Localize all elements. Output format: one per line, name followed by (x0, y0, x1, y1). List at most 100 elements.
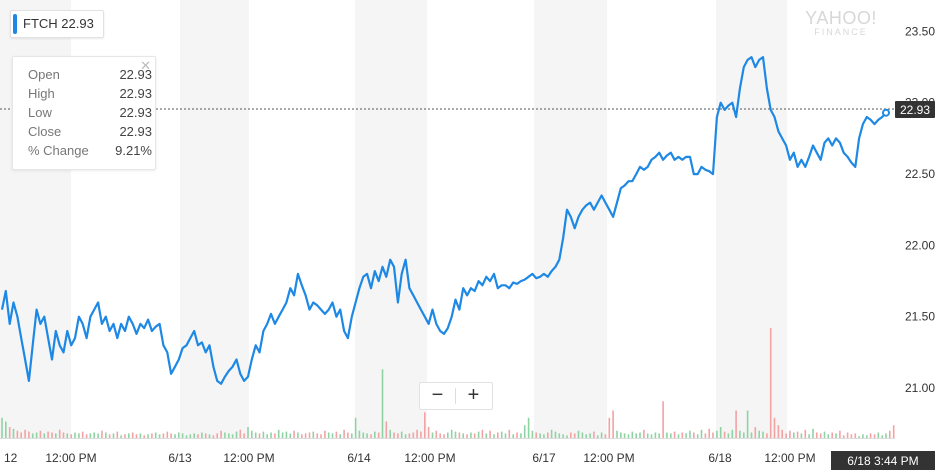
volume-bar (193, 433, 195, 438)
y-tick-label: 23.50 (905, 24, 935, 38)
y-tick-label: 21.00 (905, 381, 935, 395)
volume-bar (58, 429, 61, 439)
volume-bar (247, 427, 249, 438)
volume-bar (892, 425, 895, 438)
volume-bar (643, 429, 645, 439)
volume-bar (769, 328, 772, 438)
volume-bar (889, 430, 891, 438)
volume-bar (439, 433, 441, 438)
volume-bar (877, 432, 880, 438)
volume-bar (762, 431, 764, 438)
volume-bar (454, 431, 457, 438)
volume-bar (654, 432, 657, 438)
zoom-out-button[interactable]: − (431, 384, 444, 406)
volume-bar (101, 430, 103, 438)
volume-bar (766, 433, 768, 438)
volume-bar (258, 433, 261, 438)
volume-bar (347, 432, 349, 438)
volume-bar (547, 432, 549, 438)
volume-bar (170, 433, 172, 438)
close-icon[interactable]: ✕ (140, 58, 151, 73)
volume-bar (55, 433, 57, 438)
volume-bar (354, 417, 357, 438)
volume-bar (143, 435, 145, 439)
volume-bar (131, 432, 134, 438)
volume-bar (596, 435, 599, 439)
volume-bar (285, 431, 288, 438)
volume-bar (431, 432, 434, 438)
x-tick-label: 12 (4, 451, 18, 465)
volume-bar (185, 435, 188, 439)
volume-bar (681, 432, 684, 438)
volume-bar (47, 431, 49, 438)
volume-bar (404, 434, 407, 438)
ticker-badge[interactable]: FTCH 22.93 (10, 10, 104, 38)
volume-bar (866, 435, 868, 439)
volume-bar (377, 432, 380, 438)
volume-bar (443, 434, 445, 438)
volume-bar (646, 433, 649, 438)
volume-bar (128, 433, 130, 438)
volume-bar (339, 434, 341, 438)
tooltip-label: % Change (28, 143, 89, 158)
y-tick-label: 21.50 (905, 310, 935, 324)
volume-bar (566, 435, 568, 439)
volume-bar (35, 432, 38, 438)
volume-bar (201, 432, 203, 438)
volume-bar (158, 434, 161, 438)
volume-bar (696, 434, 699, 438)
volume-bar (327, 432, 330, 438)
volume-bar (485, 433, 488, 438)
volume-bar (124, 434, 126, 438)
volume-bar (739, 430, 741, 438)
current-price-label: 22.93 (895, 101, 935, 118)
volume-bar (712, 432, 714, 438)
volume-bar (197, 434, 199, 438)
volume-bar (304, 433, 307, 438)
volume-bar (704, 433, 707, 438)
volume-bar (616, 430, 618, 438)
volume-bar (16, 430, 19, 438)
volume-bar (78, 433, 80, 438)
volume-bar (677, 434, 680, 438)
volume-bar (658, 433, 660, 438)
volume-bar (28, 431, 30, 438)
x-axis: 12 12:00 PM 6/13 12:00 PM 6/14 12:00 PM 6/17 12… (4, 451, 816, 465)
price-line[interactable] (0, 56, 887, 385)
volume-bar (823, 431, 826, 438)
volume-bar (477, 431, 480, 438)
volume-bar (631, 431, 634, 438)
volume-bar (416, 429, 418, 439)
volume-bar (604, 434, 607, 438)
volume-bar (731, 429, 734, 439)
volume-bar (539, 433, 541, 438)
volume-bar (550, 429, 553, 439)
volume-bar (504, 433, 507, 438)
volume-bar (558, 433, 561, 438)
crosshair-time-label: 6/18 3:44 PM (831, 451, 935, 470)
volume-bar (239, 429, 242, 439)
ticker-symbol: FTCH (23, 16, 58, 31)
volume-bar (370, 434, 372, 438)
zoom-in-button[interactable]: + (467, 384, 480, 406)
x-tick-label: 12:00 PM (764, 451, 815, 465)
tooltip-value: 22.93 (119, 67, 152, 82)
volume-bar (289, 433, 292, 438)
volume-bar (93, 432, 95, 438)
volume-bar (447, 432, 449, 438)
volume-bar (408, 433, 411, 438)
volume-bar (208, 434, 211, 438)
volume-bar (105, 432, 107, 438)
volume-bar (251, 430, 253, 438)
volume-bar (493, 434, 495, 438)
volume-bar (620, 432, 622, 438)
volume-bar (381, 369, 384, 439)
volume-bar (335, 431, 338, 438)
volume-bar (89, 433, 92, 438)
volume-bar (216, 433, 218, 438)
volume-bar (516, 432, 518, 438)
volume-bar (412, 432, 415, 438)
volume-bar (869, 433, 872, 438)
volume-bar (466, 434, 468, 438)
